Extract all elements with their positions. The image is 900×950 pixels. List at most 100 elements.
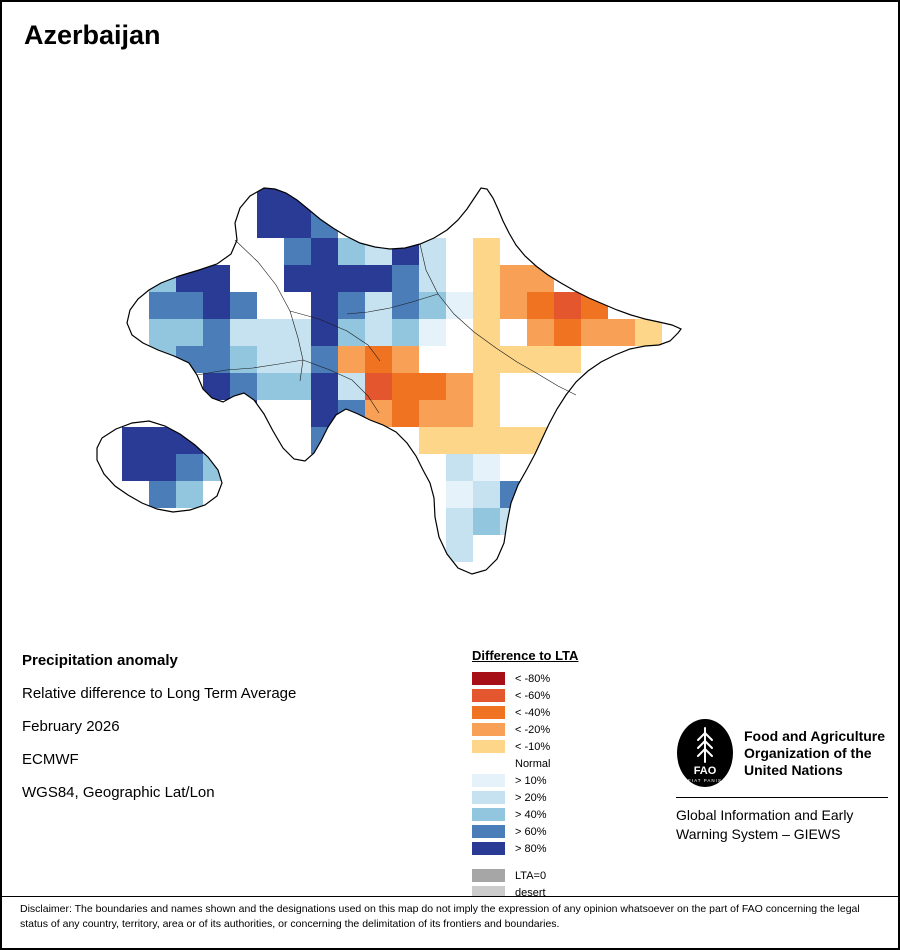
giews-system-name: Global Information and Early Warning Sys… <box>676 807 854 842</box>
grid-cell <box>284 211 311 238</box>
grid-cell <box>203 373 230 400</box>
fao-logo: FAO FIAT PANIS <box>677 719 733 787</box>
grid-cell <box>446 400 473 427</box>
legend-label: < -60% <box>515 689 551 702</box>
grid-cell <box>311 292 338 319</box>
grid-cell <box>392 238 419 265</box>
grid-cell <box>392 373 419 400</box>
fao-logo-motto: FIAT PANIS <box>688 778 722 783</box>
grid-cell <box>446 454 473 481</box>
legend-swatch-m20 <box>472 723 505 736</box>
grid-cell <box>149 319 176 346</box>
grid-cell <box>311 238 338 265</box>
grid-cell <box>473 481 500 508</box>
legend-swatch-p40 <box>472 808 505 821</box>
grid-cell <box>473 346 500 373</box>
page-title: Azerbaijan <box>24 20 161 50</box>
grid-cell <box>419 319 446 346</box>
legend-item: < -20% <box>472 721 578 738</box>
legend-label: > 10% <box>515 774 547 787</box>
admin-boundary-line <box>346 293 439 315</box>
legend-swatch-m80 <box>472 672 505 685</box>
grid-cell <box>365 265 392 292</box>
legend-label: Normal <box>515 757 551 770</box>
grid-cell <box>284 346 311 373</box>
legend-swatch-p60 <box>472 825 505 838</box>
grid-cell <box>257 319 284 346</box>
grid-cell <box>284 265 311 292</box>
grid-cell <box>419 265 446 292</box>
grid-cell <box>284 373 311 400</box>
legend-swatch-p10 <box>472 774 505 787</box>
grid-cell <box>419 400 446 427</box>
grid-cell <box>365 346 392 373</box>
grid-cell <box>338 238 365 265</box>
legend-swatch-lta0 <box>472 869 505 882</box>
legend-swatch-m60 <box>472 689 505 702</box>
grid-cell <box>473 373 500 400</box>
legend-item: > 40% <box>472 806 578 823</box>
legend-swatch-p20 <box>472 791 505 804</box>
country-outline-nakhchivan <box>96 420 223 513</box>
grid-cell <box>338 319 365 346</box>
grid-cell <box>392 319 419 346</box>
grid-cell <box>338 400 365 427</box>
grid-cell <box>176 481 203 508</box>
country-outline-main <box>126 187 682 575</box>
grid-cell <box>527 319 554 346</box>
grid-cell <box>122 427 149 454</box>
legend-item: > 20% <box>472 789 578 806</box>
grid-cell <box>446 508 473 535</box>
admin-boundary-line <box>289 310 381 362</box>
legend-item: < -40% <box>472 704 578 721</box>
legend-label: > 80% <box>515 842 547 855</box>
fao-branding: FAO FIAT PANIS Food and Agriculture Orga… <box>676 718 888 844</box>
grid-cell <box>338 346 365 373</box>
grid-cell <box>311 427 338 454</box>
legend-item: < -10% <box>472 738 578 755</box>
grid-cell <box>527 427 554 454</box>
grid-cell <box>500 481 527 508</box>
grid-cell <box>230 292 257 319</box>
map-info-projection: WGS84, Geographic Lat/Lon <box>22 784 215 801</box>
grid-cell <box>473 319 500 346</box>
fao-logo-text: FAO <box>694 765 717 777</box>
legend-label: < -80% <box>515 672 551 685</box>
grid-cell <box>176 265 203 292</box>
grid-cell <box>203 292 230 319</box>
legend-items: < -80% < -60% < -40% < -20% < -10% Normal > 10… <box>472 670 578 857</box>
grid-cell <box>473 238 500 265</box>
grid-cell <box>446 481 473 508</box>
grid-cell <box>176 292 203 319</box>
grid-cell <box>473 427 500 454</box>
legend-label: desert <box>515 886 546 899</box>
grid-cell <box>338 265 365 292</box>
legend-swatch-m10 <box>472 740 505 753</box>
grid-cell <box>338 373 365 400</box>
grid-cell <box>284 319 311 346</box>
grid-cell <box>473 454 500 481</box>
grid-cell <box>149 481 176 508</box>
admin-boundary-line <box>196 359 304 376</box>
grid-cell <box>149 427 176 454</box>
grid-cell <box>176 346 203 373</box>
grid-cell <box>284 188 311 211</box>
grid-cell <box>365 373 392 400</box>
grid-cell <box>554 292 581 319</box>
grid-cell <box>500 427 527 454</box>
grid-cell <box>446 292 473 319</box>
grid-cell <box>446 427 473 454</box>
grid-cell <box>257 346 284 373</box>
grid-cell <box>257 188 284 211</box>
legend-swatch-desert <box>472 886 505 899</box>
grid-cell <box>311 373 338 400</box>
grid-cell <box>311 319 338 346</box>
fao-branding-row: FAO FIAT PANIS Food and Agriculture Orga… <box>676 718 888 788</box>
map-info-period: February 2026 <box>22 718 120 735</box>
legend-item: < -80% <box>472 670 578 687</box>
map-info-heading: Precipitation anomaly <box>22 652 178 669</box>
grid-cell <box>203 319 230 346</box>
legend-item: < -60% <box>472 687 578 704</box>
legend-item: > 80% <box>472 840 578 857</box>
